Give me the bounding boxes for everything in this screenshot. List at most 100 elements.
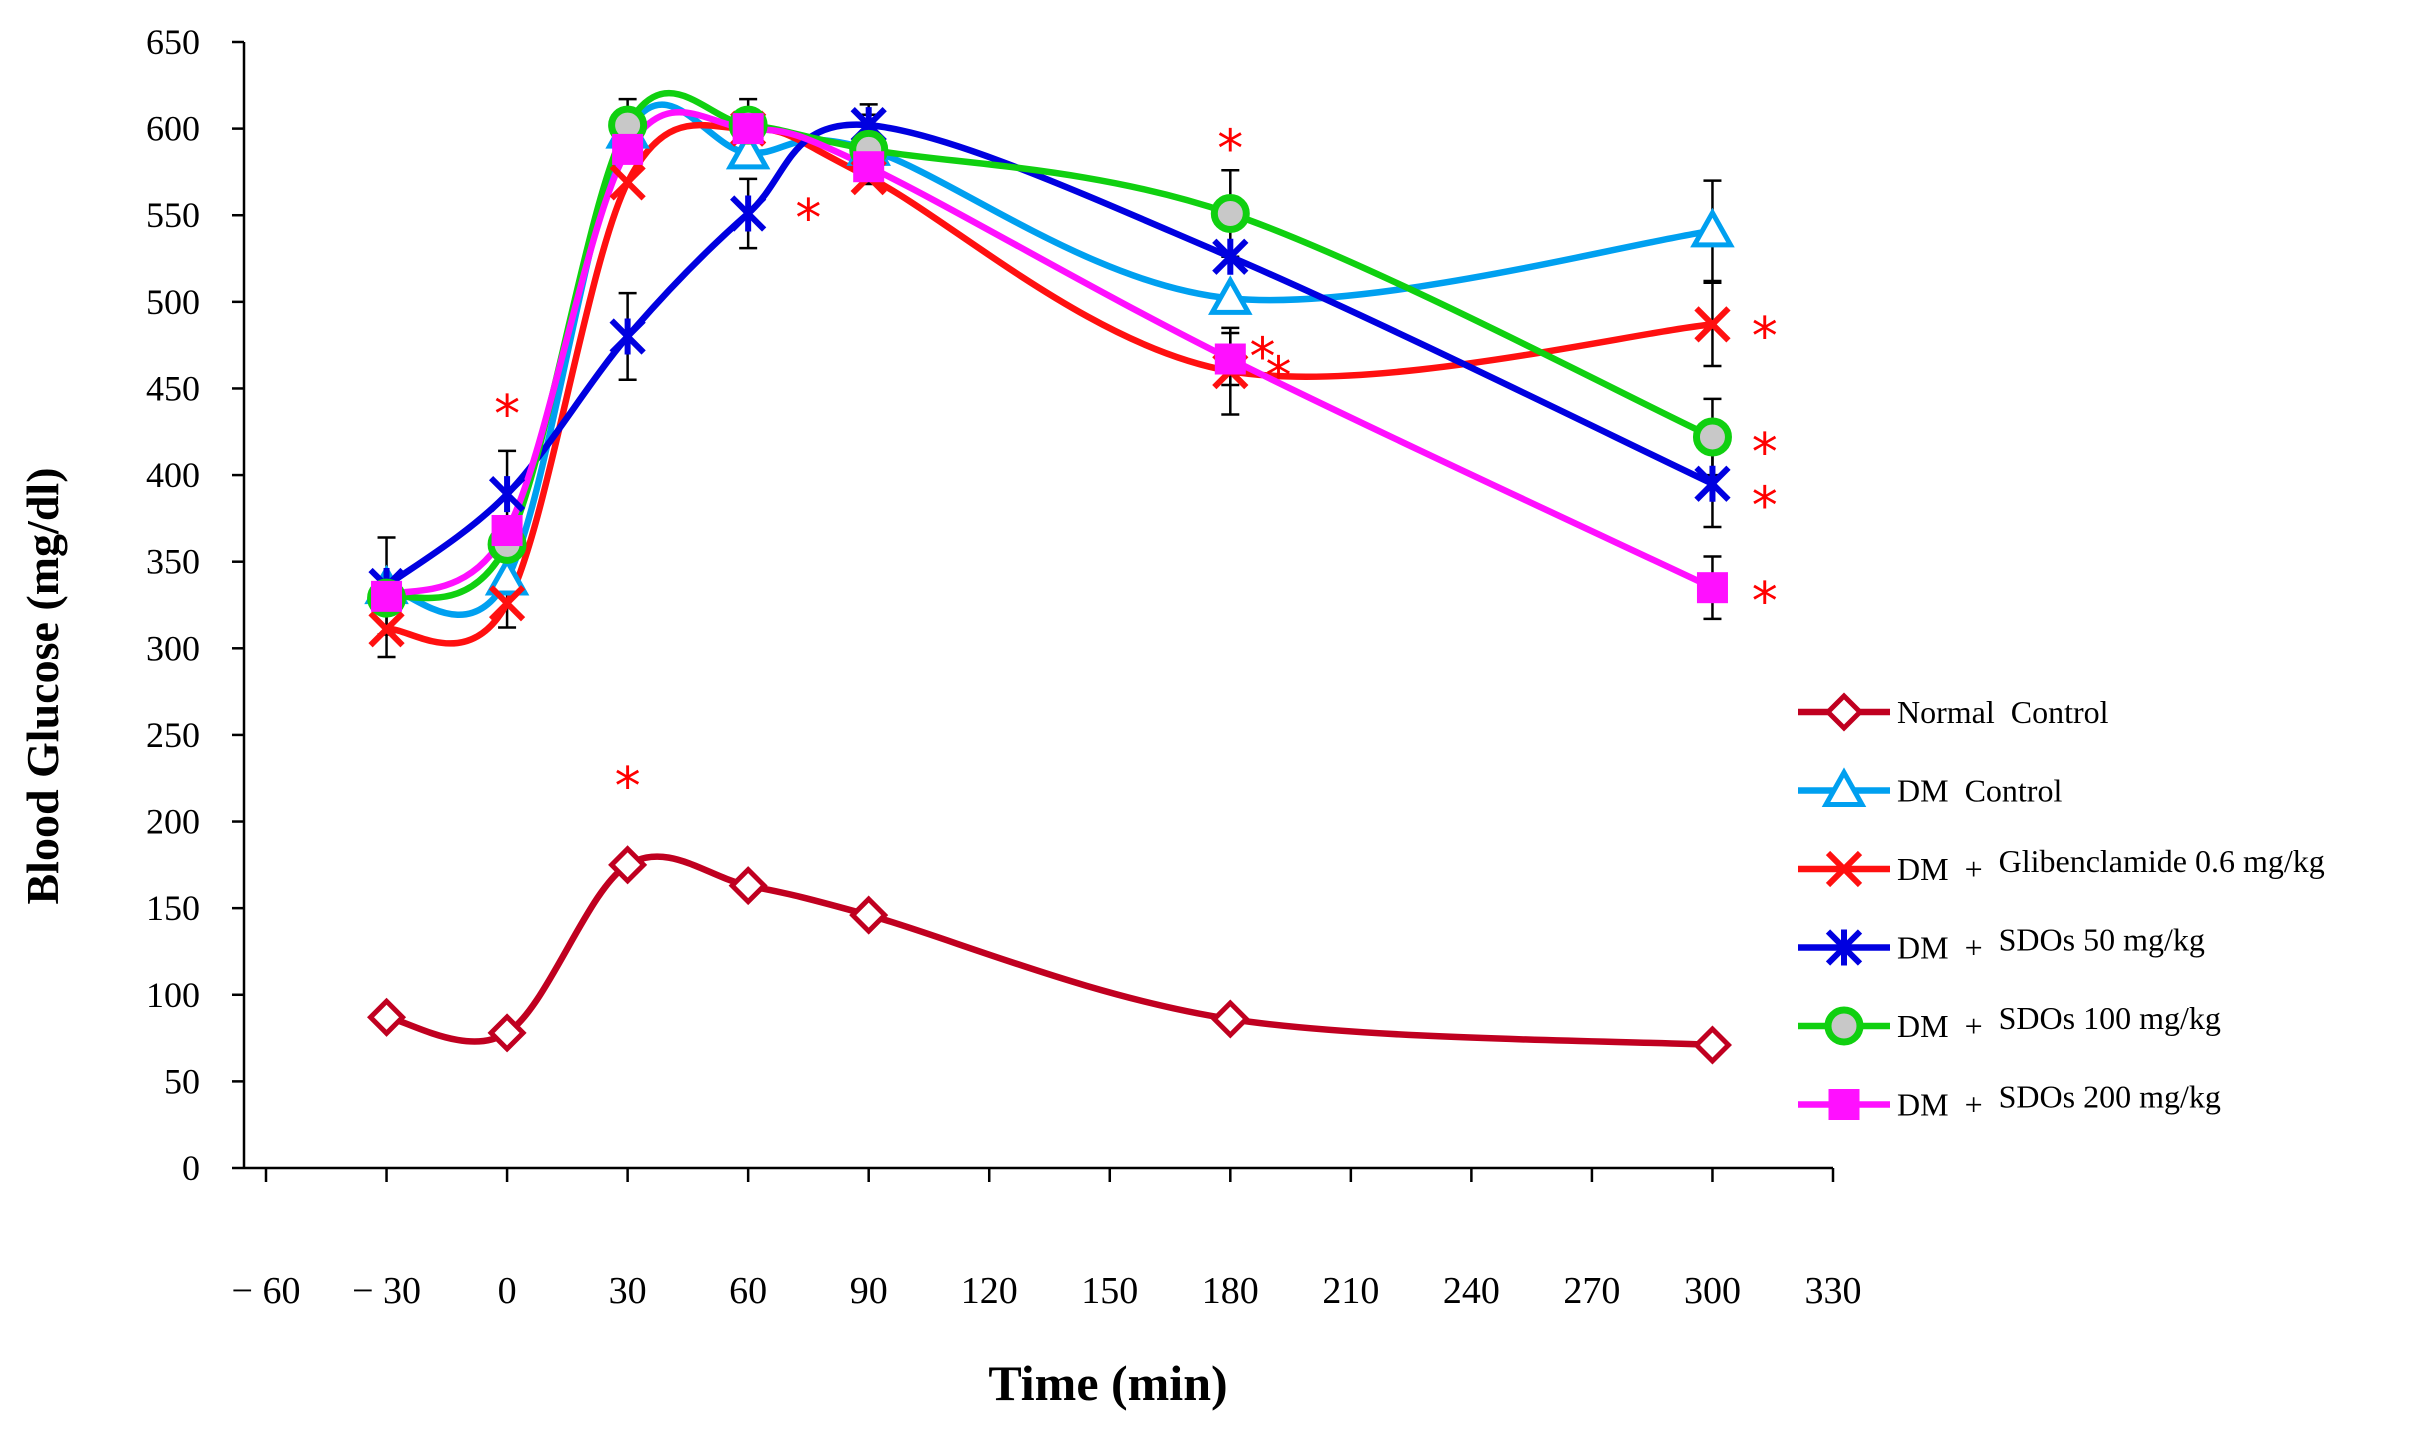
- legend: Normal Control DM Control DM + Glibenclami…: [1798, 692, 2325, 1123]
- legend-prefix: DM +: [1897, 1087, 1999, 1123]
- data-point: [728, 866, 768, 906]
- significance-star: *: [1752, 307, 1778, 367]
- significance-star: *: [1752, 477, 1778, 537]
- data-point: [609, 164, 646, 201]
- legend-suffix: SDOs 100 mg/kg: [1999, 1000, 2221, 1036]
- x-axis-title: Time (min): [988, 1355, 1227, 1411]
- significance-star: *: [1752, 423, 1778, 483]
- data-point: [1212, 238, 1249, 275]
- y-tick-label: 300: [146, 628, 200, 668]
- significance-star: *: [1249, 328, 1275, 388]
- legend-entry: Normal Control: [1798, 692, 2109, 732]
- data-point: [608, 845, 648, 885]
- data-point: [1692, 1025, 1732, 1065]
- data-point: [1208, 275, 1253, 315]
- legend-prefix: DM +: [1897, 1008, 1999, 1044]
- significance-annotations: **********: [494, 120, 1778, 817]
- y-axis-title: Blood Glucose (mg/dl): [17, 467, 68, 904]
- data-point: [367, 997, 407, 1037]
- legend-prefix: DM +: [1897, 930, 1999, 966]
- legend-label: DM + SDOs 100 mg/kg: [1897, 1000, 2221, 1044]
- data-point: [730, 195, 767, 232]
- y-tick-label: 100: [146, 975, 200, 1015]
- data-point: [487, 1013, 527, 1053]
- significance-star: *: [494, 385, 520, 445]
- data-point: [371, 580, 403, 612]
- data-point: [488, 476, 526, 513]
- legend-marker: [1825, 850, 1863, 888]
- legend-prefix: DM +: [1897, 851, 1999, 887]
- series-line-2: [385, 121, 1713, 647]
- legend-label: DM + Glibenclamide 0.6 mg/kg: [1897, 843, 2325, 887]
- y-tick-label: 350: [146, 542, 200, 582]
- legend-entry: DM + Glibenclamide 0.6 mg/kg: [1798, 843, 2325, 888]
- significance-star: *: [615, 757, 641, 817]
- legend-entry: DM + SDOs 100 mg/kg: [1798, 1000, 2221, 1046]
- y-tick-label: 650: [146, 22, 200, 62]
- significance-star: *: [1266, 347, 1292, 407]
- legend-suffix: SDOs 200 mg/kg: [1999, 1079, 2221, 1115]
- legend-marker: [1821, 767, 1867, 807]
- data-point: [612, 133, 644, 165]
- data-point: [1696, 572, 1728, 604]
- x-tick-label: 270: [1563, 1270, 1620, 1312]
- y-tick-label: 150: [146, 888, 200, 928]
- series-line-0: [385, 853, 1713, 1049]
- legend-suffix: SDOs 50 mg/kg: [1999, 922, 2205, 958]
- legend-entry: DM Control: [1798, 767, 2062, 809]
- data-point: [609, 318, 646, 355]
- y-tick-label: 250: [146, 715, 200, 755]
- data-point: [1690, 207, 1735, 248]
- data-point: [1210, 999, 1250, 1039]
- x-tick-label: 120: [961, 1270, 1018, 1312]
- legend-suffix: Glibenclamide 0.6 mg/kg: [1999, 843, 2325, 879]
- legend-marker: [1824, 692, 1864, 732]
- x-tick-label: 300: [1684, 1270, 1741, 1312]
- x-tick-label: 30: [609, 1270, 647, 1312]
- legend-label: DM Control: [1897, 773, 2062, 809]
- y-tick-label: 500: [146, 282, 200, 322]
- legend-entry: DM + SDOs 200 mg/kg: [1798, 1079, 2221, 1123]
- legend-entry: DM + SDOs 50 mg/kg: [1798, 922, 2205, 966]
- legend-label: Normal Control: [1897, 694, 2109, 730]
- y-tick-label: 600: [146, 109, 200, 149]
- x-tick-label: − 60: [232, 1270, 301, 1312]
- y-tick-label: 400: [146, 455, 200, 495]
- y-tick-label: 550: [146, 195, 200, 235]
- series-line-5: [384, 108, 1714, 600]
- x-tick-label: − 30: [352, 1270, 421, 1312]
- data-point: [725, 129, 771, 170]
- legend-marker: [1828, 1089, 1860, 1120]
- data-point: [853, 151, 885, 183]
- x-tick-label: 0: [498, 1270, 517, 1312]
- series-line-4: [385, 89, 1714, 602]
- legend-marker: [1825, 929, 1863, 966]
- data-point: [849, 895, 889, 935]
- x-tick-label: 210: [1322, 1270, 1379, 1312]
- y-ticks: 0 50 100 150 200 250 300 350 400 450 500 550 600 650: [146, 22, 244, 1188]
- x-tick-label: 240: [1443, 1270, 1500, 1312]
- y-tick-label: 0: [182, 1148, 200, 1188]
- y-tick-label: 450: [146, 368, 200, 408]
- x-tick-label: 150: [1081, 1270, 1138, 1312]
- data-point: [1692, 417, 1732, 457]
- x-tick-label: 330: [1805, 1270, 1862, 1312]
- significance-star: *: [1752, 572, 1778, 632]
- legend-label: DM + SDOs 50 mg/kg: [1897, 922, 2205, 966]
- significance-star: *: [1217, 120, 1243, 180]
- data-point: [368, 611, 405, 648]
- legend-label: DM + SDOs 200 mg/kg: [1897, 1079, 2221, 1123]
- axes-layer: [242, 42, 1833, 1170]
- x-tick-label: 90: [850, 1270, 888, 1312]
- x-ticks: − 60 − 30 0 30 60 90 120 150 180 210 240 270 300 330: [232, 1168, 1862, 1312]
- data-point: [1210, 193, 1250, 233]
- x-tick-label: 60: [729, 1270, 767, 1312]
- legend-marker: [1824, 1006, 1864, 1046]
- x-tick-label: 180: [1202, 1270, 1259, 1312]
- data-point: [1694, 465, 1731, 502]
- data-point: [488, 585, 526, 622]
- significance-star: *: [795, 189, 821, 249]
- data-point: [484, 555, 530, 596]
- data-point: [491, 515, 523, 547]
- y-tick-label: 50: [164, 1061, 200, 1101]
